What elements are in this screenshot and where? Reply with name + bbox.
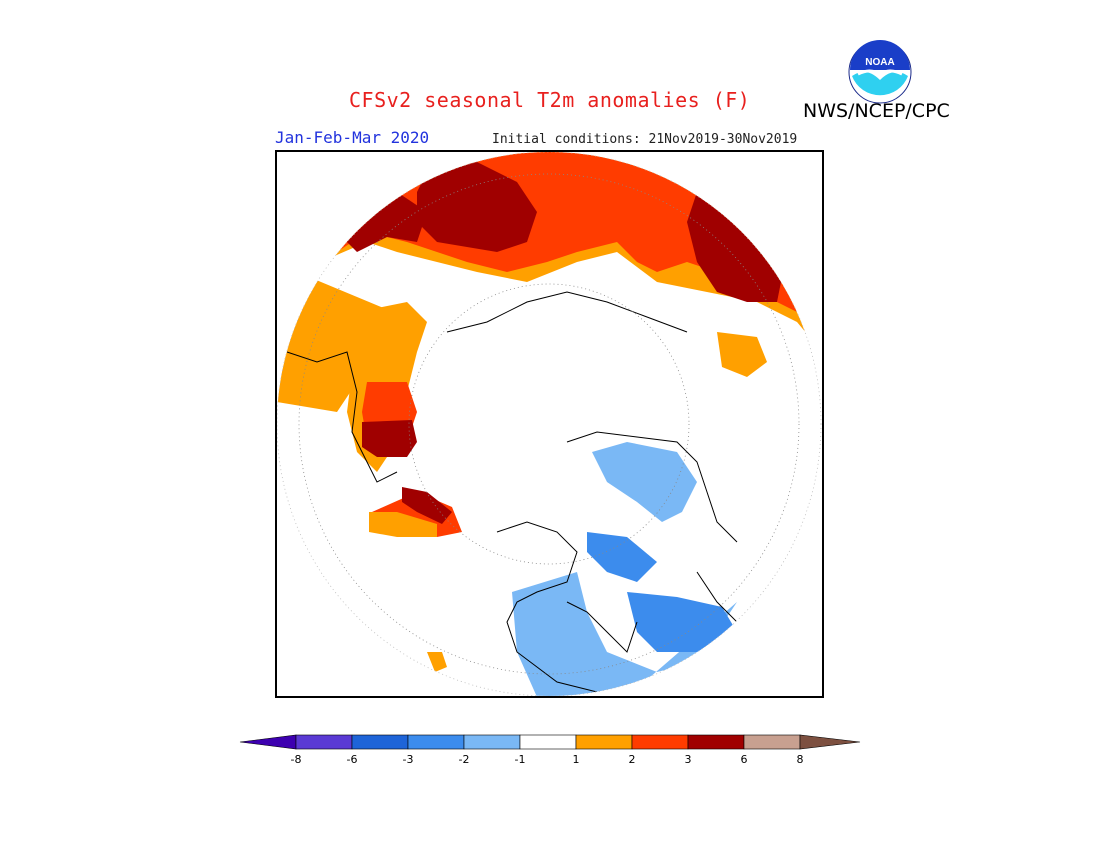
anomaly-region-canada-blue [627, 592, 737, 652]
initial-conditions-label: Initial conditions: 21Nov2019-30Nov2019 [492, 132, 798, 147]
legend-swatch [295, 734, 353, 750]
anomaly-region-greenland-orange [369, 512, 437, 537]
temperature-anomaly-map [277, 152, 822, 696]
season-label: Jan-Feb-Mar 2020 [275, 128, 430, 147]
legend-swatch [463, 734, 521, 750]
coastline-arctic [566, 431, 738, 543]
legend-tick-label: -6 [347, 753, 358, 766]
legend-swatch [575, 734, 633, 750]
anomaly-region-iberia-orange [307, 367, 347, 392]
anomaly-region-mexico-orange [427, 652, 447, 672]
legend-swatch [407, 734, 465, 750]
agency-label: NWS/NCEP/CPC [803, 100, 950, 122]
latitude-circle-outer [298, 173, 800, 675]
noaa-logo: NOAA [848, 40, 912, 104]
legend-tick-label: 6 [741, 753, 748, 766]
legend-tick-label: 3 [685, 753, 692, 766]
anomaly-region-east-orange [717, 332, 767, 377]
legend-swatch [631, 734, 689, 750]
anomaly-region-alaska-lightblue [592, 442, 697, 522]
coastline-europe [286, 351, 398, 483]
map-disc-outline [277, 152, 822, 696]
map-panel [275, 150, 824, 698]
legend-swatch [687, 734, 745, 750]
coastline-russia [446, 291, 688, 333]
anomaly-region-north-canada-blue [587, 532, 657, 582]
legend-tick-label: 8 [797, 753, 804, 766]
legend-swatch [351, 734, 409, 750]
legend-tick-label: -2 [459, 753, 470, 766]
coastline-north-america [496, 521, 598, 693]
latitude-circle-inner [408, 283, 690, 565]
legend-tick-label: -1 [515, 753, 526, 766]
legend-swatch [743, 734, 801, 750]
legend-swatch-arrow-low [239, 734, 297, 750]
legend-tick-label: -8 [291, 753, 302, 766]
anomaly-region-north-darkred [337, 192, 427, 252]
coastline-hudson [566, 601, 638, 653]
legend-swatch-arrow-high [799, 734, 861, 750]
legend-tick-label: 2 [629, 753, 636, 766]
legend-tick-label: -3 [403, 753, 414, 766]
noaa-logo-text: NOAA [865, 57, 894, 68]
anomaly-region-scandinavia-darkred [362, 420, 417, 457]
color-legend-bar: -8 -6 -3 -2 -1 1 2 3 6 8 [239, 734, 861, 766]
anomaly-region-greenland-darkred [402, 487, 452, 524]
anomaly-region-eurasia-red [277, 152, 821, 342]
chart-title: CFSv2 seasonal T2m anomalies (F) [349, 88, 751, 112]
legend-tick-label: 1 [573, 753, 580, 766]
anomaly-region-siberia-darkred [417, 162, 537, 252]
legend-swatch [519, 734, 577, 750]
color-legend: -8 -6 -3 -2 -1 1 2 3 6 8 [238, 733, 862, 793]
